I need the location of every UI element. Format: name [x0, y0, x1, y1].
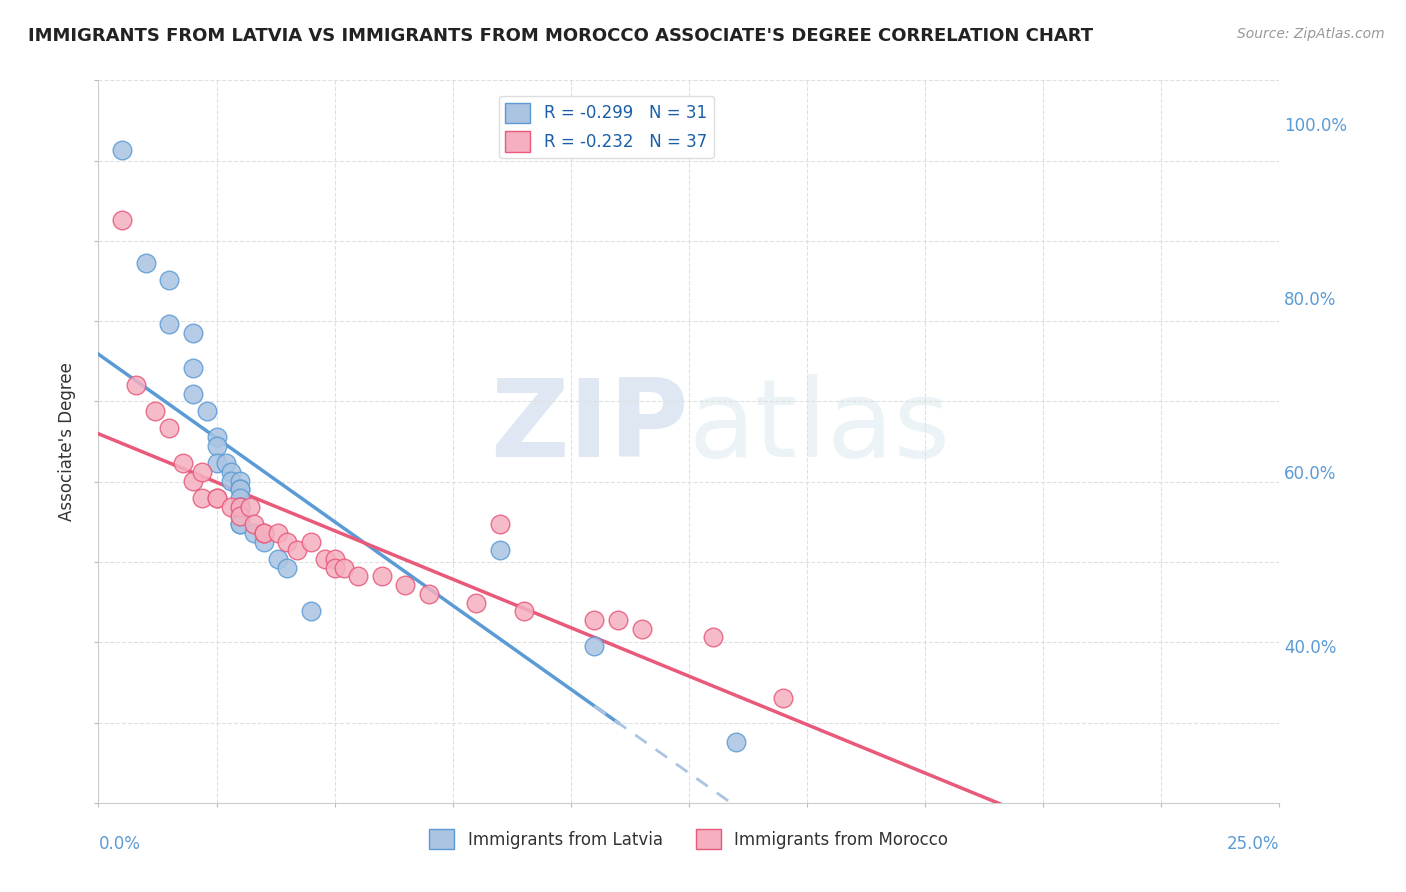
Point [181, 474, 204, 488]
Point [229, 500, 252, 514]
Point [195, 404, 218, 418]
Point [229, 483, 252, 497]
Point [143, 404, 166, 418]
Point [323, 552, 346, 566]
Point [229, 517, 252, 532]
Point [181, 326, 204, 340]
Point [418, 587, 440, 601]
Point [702, 631, 724, 645]
Point [111, 212, 134, 227]
Point [229, 483, 252, 497]
Point [125, 378, 148, 392]
Point [465, 596, 488, 610]
Point [239, 500, 262, 514]
Point [205, 430, 228, 444]
Point [191, 491, 214, 505]
Point [285, 543, 308, 558]
Point [772, 691, 794, 706]
Point [181, 360, 204, 375]
Text: Source: ZipAtlas.com: Source: ZipAtlas.com [1237, 27, 1385, 41]
Text: atlas: atlas [689, 374, 950, 480]
Point [276, 534, 298, 549]
Point [489, 517, 512, 532]
Point [205, 491, 228, 505]
Text: ZIP: ZIP [491, 374, 689, 480]
Point [229, 500, 252, 514]
Point [205, 491, 228, 505]
Text: 25.0%: 25.0% [1227, 835, 1279, 854]
Point [489, 543, 512, 558]
Point [314, 552, 336, 566]
Point [333, 561, 356, 575]
Point [229, 500, 252, 514]
Point [299, 604, 322, 618]
Point [630, 622, 652, 636]
Point [583, 639, 606, 653]
Point [205, 439, 228, 453]
Point [219, 474, 242, 488]
Point [323, 561, 346, 575]
Point [229, 474, 252, 488]
Point [394, 578, 416, 592]
Point [157, 421, 180, 435]
Point [229, 517, 252, 532]
Point [267, 552, 290, 566]
Point [583, 613, 606, 627]
Point [157, 273, 180, 287]
Point [371, 569, 394, 583]
Point [219, 500, 242, 514]
Point [229, 508, 252, 523]
Text: IMMIGRANTS FROM LATVIA VS IMMIGRANTS FROM MOROCCO ASSOCIATE'S DEGREE CORRELATION: IMMIGRANTS FROM LATVIA VS IMMIGRANTS FRO… [28, 27, 1094, 45]
Point [512, 604, 534, 618]
Point [172, 456, 194, 470]
Point [276, 561, 298, 575]
Text: 0.0%: 0.0% [98, 835, 141, 854]
Point [111, 143, 134, 157]
Point [229, 508, 252, 523]
Point [157, 317, 180, 331]
Point [181, 386, 204, 401]
Point [607, 613, 630, 627]
Point [215, 456, 238, 470]
Point [347, 569, 370, 583]
Point [299, 534, 322, 549]
Point [243, 517, 266, 532]
Point [253, 525, 276, 540]
Point [267, 525, 290, 540]
Point [191, 465, 214, 479]
Y-axis label: Associate's Degree: Associate's Degree [58, 362, 76, 521]
Point [205, 456, 228, 470]
Point [219, 465, 242, 479]
Point [229, 491, 252, 505]
Point [243, 525, 266, 540]
Point [725, 735, 748, 749]
Point [253, 525, 276, 540]
Legend: Immigrants from Latvia, Immigrants from Morocco: Immigrants from Latvia, Immigrants from … [423, 822, 955, 856]
Point [253, 534, 276, 549]
Point [135, 256, 157, 270]
